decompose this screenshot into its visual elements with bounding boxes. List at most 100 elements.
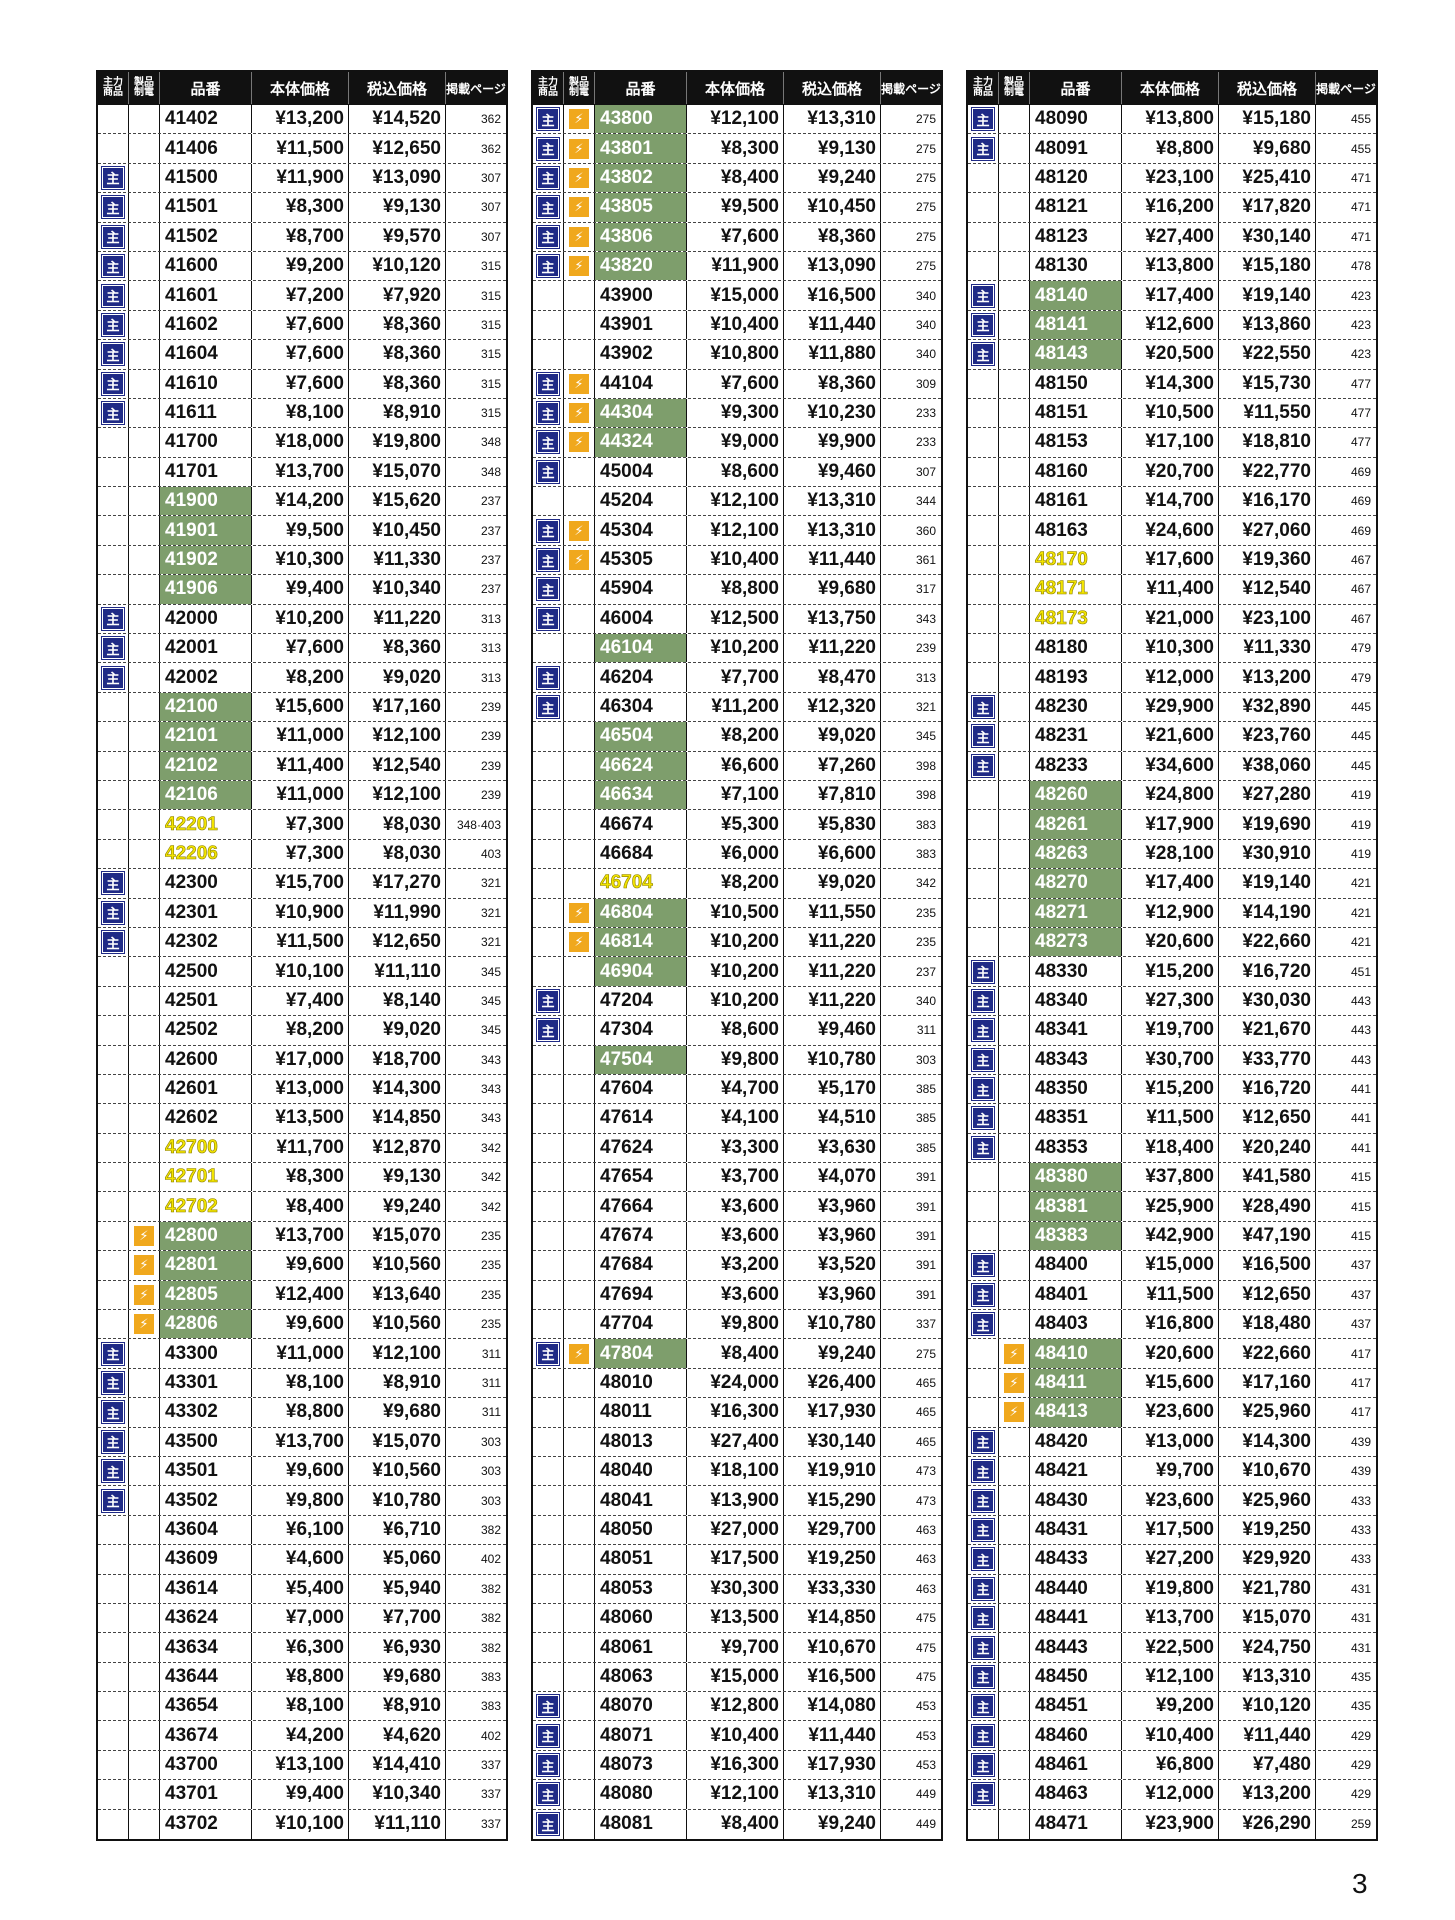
main-product-cell: 主 [98, 1456, 129, 1486]
main-product-cell [968, 604, 999, 634]
base-price: ¥17,000 [252, 1045, 349, 1074]
part-number: 43820 [595, 251, 687, 281]
part-number: 43700 [160, 1750, 252, 1780]
table-row: 主 ⚡ 44304 ¥9,300 ¥10,230 233 [533, 398, 941, 429]
antistatic-cell [999, 1721, 1030, 1750]
antistatic-cell [129, 105, 160, 134]
catalog-page: 337 [915, 1317, 936, 1332]
part-number: 48400 [1030, 1251, 1122, 1280]
antistatic-cell [999, 1633, 1030, 1662]
catalog-page: 478 [1350, 259, 1371, 274]
base-price: ¥24,800 [1122, 780, 1219, 810]
base-price: ¥8,300 [252, 193, 349, 222]
catalog-page: 477 [1350, 376, 1371, 391]
catalog-page: 345 [915, 729, 936, 744]
base-price: ¥4,100 [687, 1104, 784, 1133]
catalog-page: 317 [915, 582, 936, 597]
base-price: ¥10,200 [687, 957, 784, 986]
main-product-badge: 主 [971, 1047, 995, 1072]
tax-price: ¥3,960 [784, 1280, 881, 1310]
catalog-page: 315 [480, 288, 501, 303]
main-product-cell [98, 722, 129, 751]
lightning-icon: ⚡ [569, 138, 589, 159]
table-row: 主 42301 ¥10,900 ¥11,990 321 [98, 898, 506, 928]
base-price: ¥8,100 [252, 1692, 349, 1721]
main-product-cell: 主 [968, 340, 999, 369]
lightning-icon: ⚡ [569, 902, 589, 923]
part-number: 46204 [595, 663, 687, 692]
tax-price: ¥4,070 [784, 1163, 881, 1192]
base-price: ¥17,100 [1122, 428, 1219, 457]
catalog-page: 337 [480, 1758, 501, 1773]
part-number: 48081 [595, 1809, 687, 1840]
base-price: ¥7,200 [252, 281, 349, 310]
part-number: 42102 [160, 751, 252, 780]
base-price: ¥8,400 [687, 163, 784, 193]
tax-price: ¥25,410 [1219, 163, 1316, 193]
base-price: ¥14,300 [1122, 369, 1219, 398]
table-row: 主 48231 ¥21,600 ¥23,760 445 [968, 722, 1376, 752]
table-row: 主 48070 ¥12,800 ¥14,080 453 [533, 1692, 941, 1722]
main-product-cell: 主 [98, 604, 129, 634]
catalog-page: 307 [480, 170, 501, 185]
catalog-page: 275 [915, 1346, 936, 1361]
part-number: 48151 [1030, 398, 1122, 428]
main-product-badge: 主 [101, 665, 125, 690]
base-price: ¥18,100 [687, 1456, 784, 1486]
tax-price: ¥11,220 [784, 634, 881, 663]
part-number: 46684 [595, 839, 687, 869]
base-price: ¥8,600 [687, 457, 784, 487]
base-price: ¥12,800 [687, 1692, 784, 1721]
table-row: 主 48091 ¥8,800 ¥9,680 455 [968, 134, 1376, 164]
main-product-cell [968, 487, 999, 516]
catalog-page: 402 [480, 1728, 501, 1743]
tax-price: ¥22,550 [1219, 340, 1316, 369]
catalog-page: 415 [1350, 1229, 1371, 1244]
base-price: ¥16,200 [1122, 193, 1219, 222]
antistatic-cell [999, 1221, 1030, 1251]
tax-price: ¥3,520 [784, 1251, 881, 1280]
base-price: ¥8,700 [252, 222, 349, 251]
base-price: ¥27,000 [687, 1515, 784, 1545]
part-number: 43502 [160, 1486, 252, 1515]
header-main-product-line2: 商品 [103, 87, 123, 98]
part-number: 48123 [1030, 222, 1122, 251]
main-product-cell: 主 [98, 310, 129, 340]
part-number: 48261 [1030, 810, 1122, 839]
table-row: 主 ⚡ 44324 ¥9,000 ¥9,900 233 [533, 428, 941, 458]
antistatic-cell: ⚡ [129, 1310, 160, 1339]
antistatic-cell [564, 1280, 595, 1310]
base-price: ¥13,700 [252, 1221, 349, 1251]
main-product-badge: 主 [536, 606, 560, 631]
tax-price: ¥21,670 [1219, 1016, 1316, 1045]
antistatic-cell [129, 869, 160, 898]
tax-price: ¥6,600 [784, 839, 881, 869]
main-product-cell [968, 869, 999, 898]
base-price: ¥12,900 [1122, 898, 1219, 927]
antistatic-cell [999, 1809, 1030, 1840]
table-row: 43674 ¥4,200 ¥4,620 402 [98, 1721, 506, 1751]
lightning-icon: ⚡ [569, 520, 589, 541]
base-price: ¥6,300 [252, 1633, 349, 1662]
main-product-cell: 主 [98, 281, 129, 310]
part-number: 48141 [1030, 310, 1122, 340]
header-main-product-line1: 主力 [538, 77, 558, 88]
antistatic-cell [999, 1456, 1030, 1486]
part-number: 48040 [595, 1456, 687, 1486]
main-product-cell: 主 [533, 222, 564, 251]
header-antistatic: 製品 制電 [999, 72, 1030, 104]
main-product-badge: 主 [101, 1429, 125, 1454]
tax-price: ¥12,100 [349, 780, 446, 810]
base-price: ¥9,200 [252, 251, 349, 281]
tax-price: ¥13,860 [1219, 310, 1316, 340]
antistatic-cell [564, 1016, 595, 1045]
main-product-cell [98, 545, 129, 575]
table-row: 43700 ¥13,100 ¥14,410 337 [98, 1750, 506, 1781]
catalog-page: 342 [480, 1170, 501, 1185]
table-header: 主力 商品 製品 制電 品番 本体価格 税込価格 掲載ページ [968, 72, 1376, 105]
table-row: ⚡ 46804 ¥10,500 ¥11,550 235 [533, 898, 941, 928]
base-price: ¥16,300 [687, 1750, 784, 1780]
main-product-cell [98, 1104, 129, 1133]
main-product-cell: 主 [533, 163, 564, 193]
tax-price: ¥15,070 [349, 457, 446, 487]
